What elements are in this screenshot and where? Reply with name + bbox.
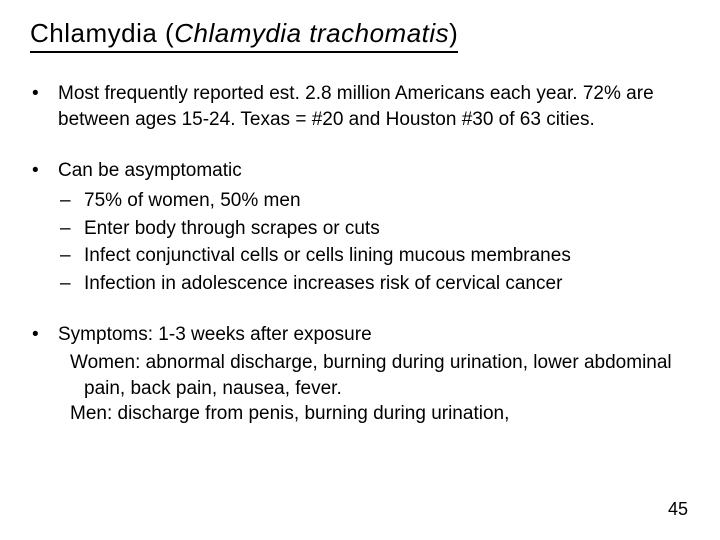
slide-title: Chlamydia (Chlamydia trachomatis) <box>30 18 458 53</box>
dash-marker: – <box>60 216 84 242</box>
bullet-1-text: Most frequently reported est. 2.8 millio… <box>58 81 690 132</box>
bullet-list: • Most frequently reported est. 2.8 mill… <box>30 81 690 427</box>
bullet-3: • Symptoms: 1-3 weeks after exposure <box>30 322 690 348</box>
bullet-2: • Can be asymptomatic <box>30 158 690 184</box>
sub-bullet: – 75% of women, 50% men <box>30 188 690 214</box>
sub-2: Enter body through scrapes or cuts <box>84 216 690 242</box>
dash-marker: – <box>60 188 84 214</box>
cont-1-text: Women: abnormal discharge, burning durin… <box>70 352 672 399</box>
bullet-marker: • <box>30 81 58 132</box>
slide: Chlamydia (Chlamydia trachomatis) • Most… <box>0 0 720 540</box>
cont-2-text: Men: discharge from penis, burning durin… <box>70 403 509 424</box>
sub-4: Infection in adolescence increases risk … <box>84 271 690 297</box>
title-close: ) <box>449 18 458 48</box>
bullet-3-cont-1: Women: abnormal discharge, burning durin… <box>44 350 690 401</box>
page-number: 45 <box>668 499 688 520</box>
title-plain: Chlamydia ( <box>30 18 174 48</box>
bullet-marker: • <box>30 322 58 348</box>
sub-1: 75% of women, 50% men <box>84 188 690 214</box>
title-italic: Chlamydia trachomatis <box>174 18 449 48</box>
sub-bullet: – Enter body through scrapes or cuts <box>30 216 690 242</box>
bullet-3-text: Symptoms: 1-3 weeks after exposure <box>58 322 690 348</box>
bullet-3-cont-2: Men: discharge from penis, burning durin… <box>44 401 690 427</box>
bullet-marker: • <box>30 158 58 184</box>
sub-3: Infect conjunctival cells or cells linin… <box>84 243 690 269</box>
dash-marker: – <box>60 243 84 269</box>
bullet-1: • Most frequently reported est. 2.8 mill… <box>30 81 690 132</box>
dash-marker: – <box>60 271 84 297</box>
bullet-2-text: Can be asymptomatic <box>58 158 690 184</box>
sub-bullet: – Infection in adolescence increases ris… <box>30 271 690 297</box>
sub-bullet: – Infect conjunctival cells or cells lin… <box>30 243 690 269</box>
